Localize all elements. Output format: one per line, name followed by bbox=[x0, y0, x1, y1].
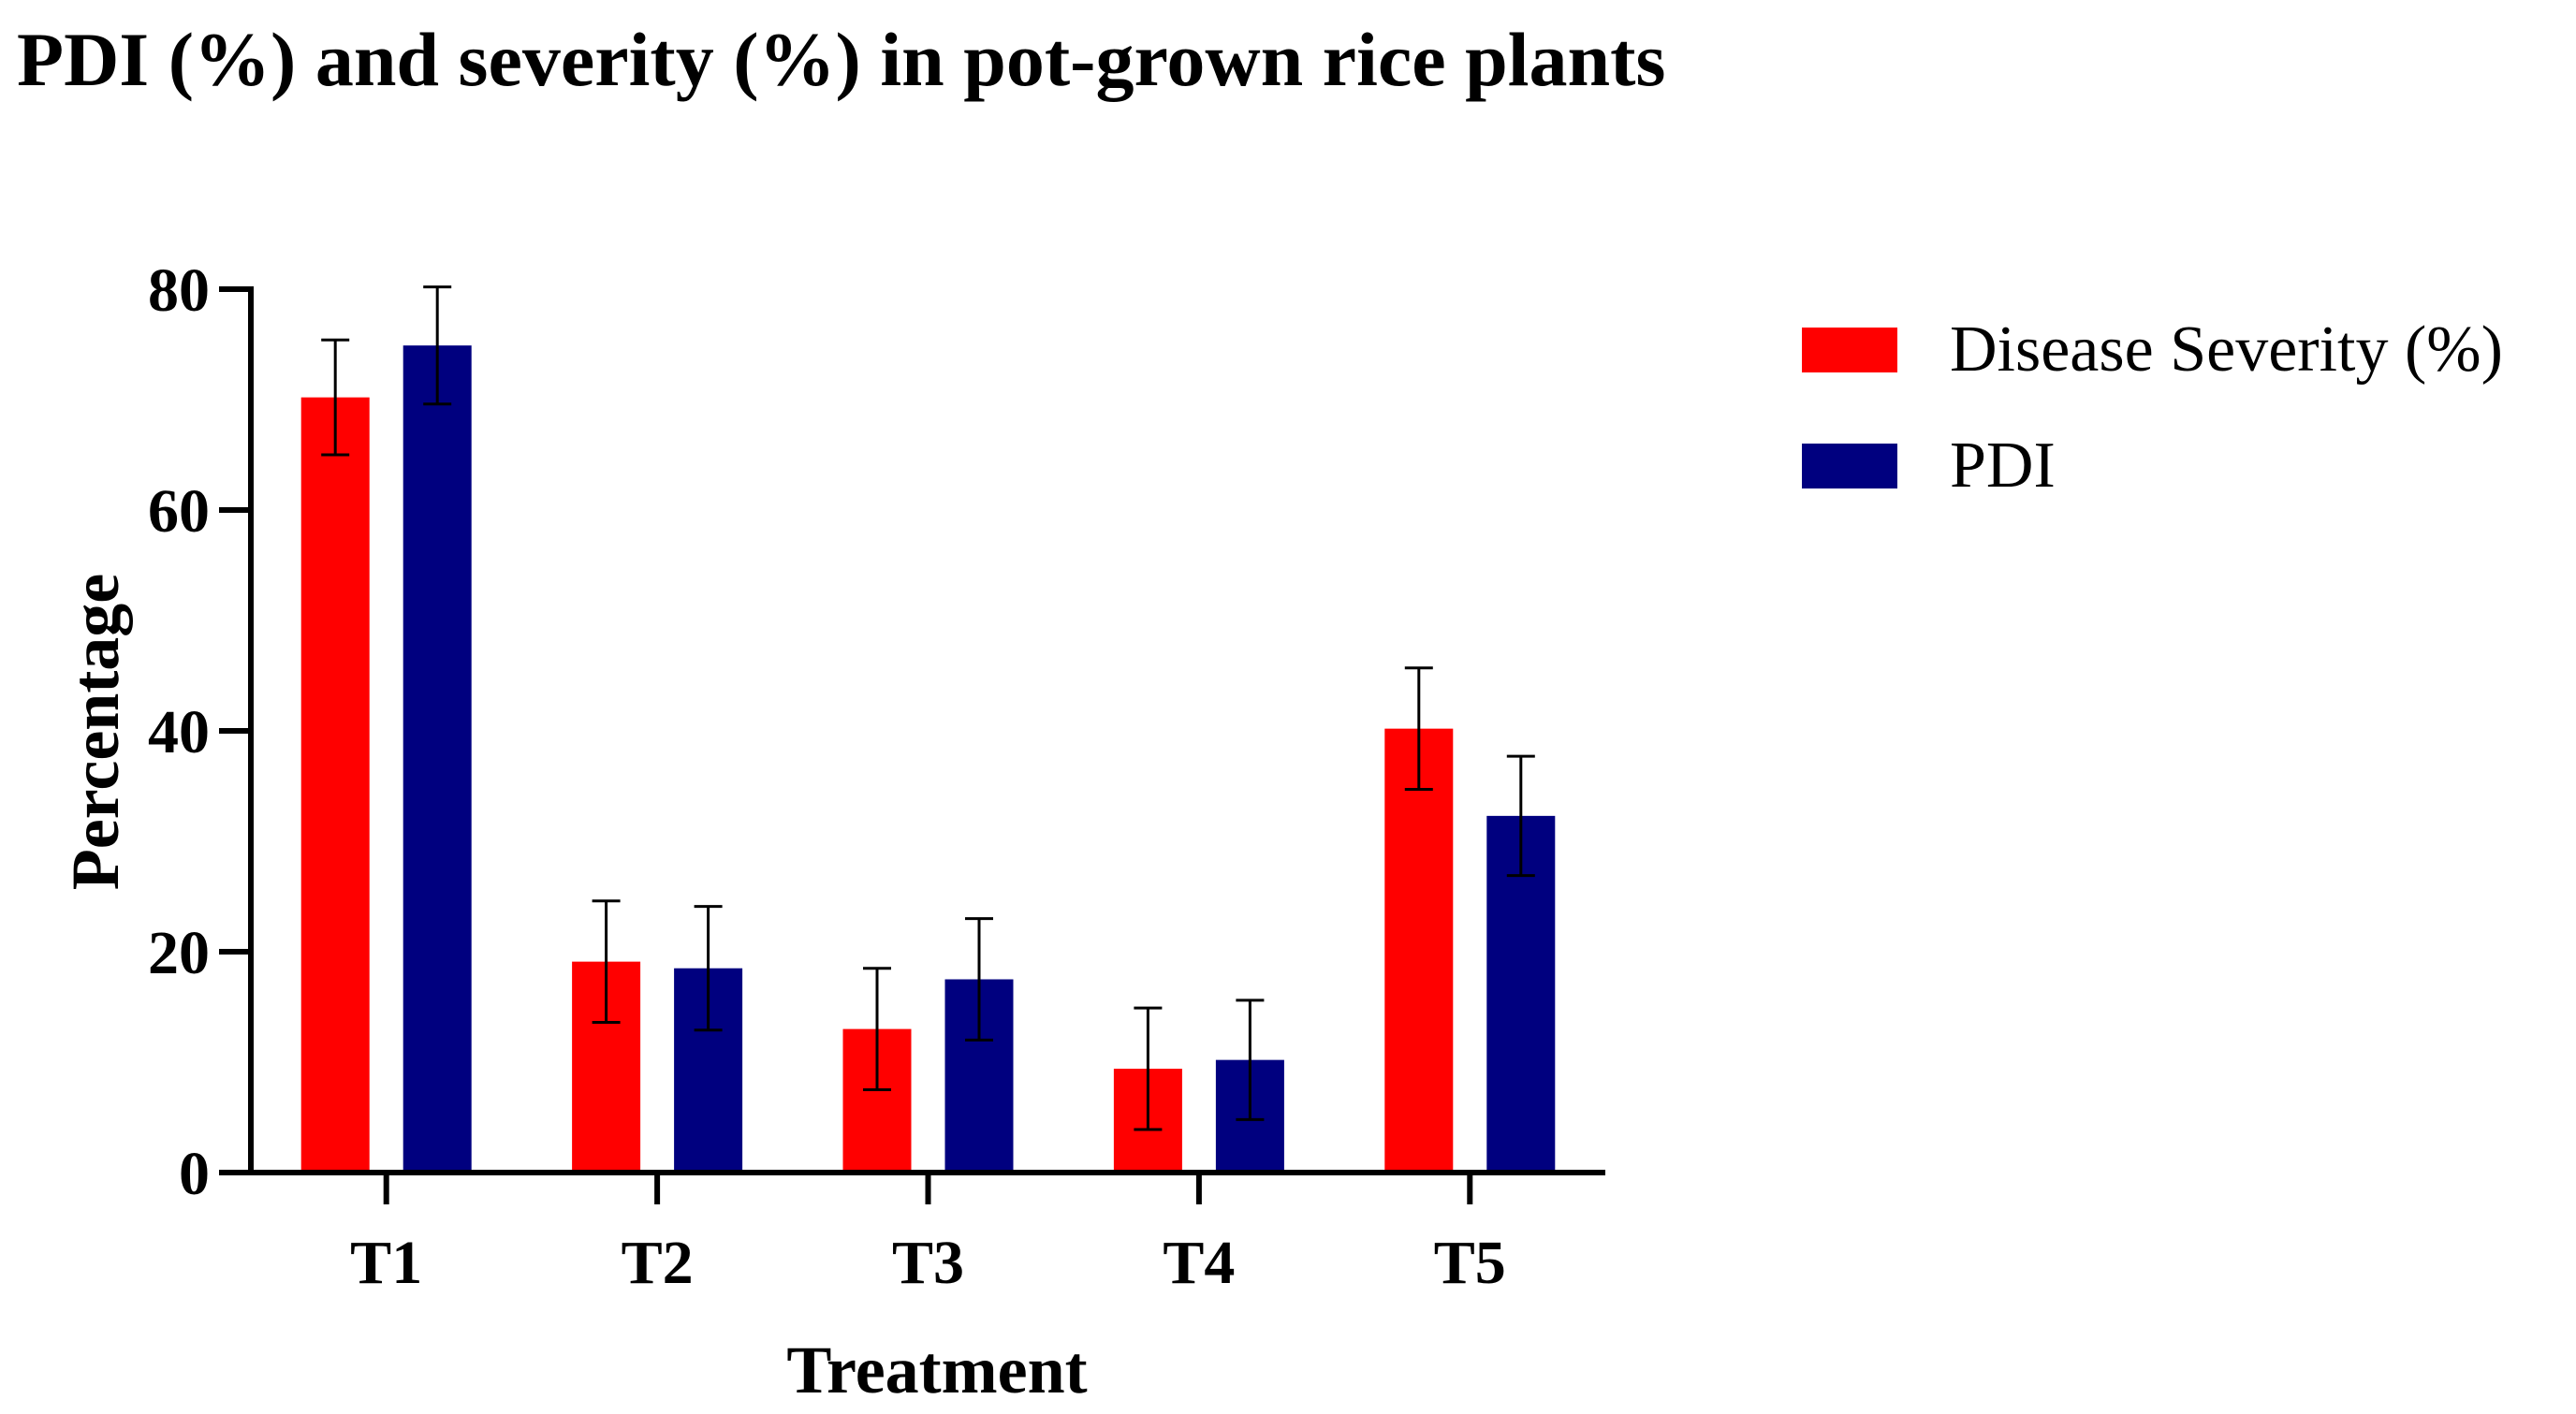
y-axis-title: Percentage bbox=[58, 574, 133, 890]
x-tick-label-t5: T5 bbox=[1434, 1229, 1506, 1297]
legend: Disease Severity (%) PDI bbox=[1802, 313, 2503, 502]
bar-t1-series-1 bbox=[300, 397, 370, 1173]
bar-t1-series-2 bbox=[402, 345, 472, 1173]
bar-t5-series-1 bbox=[1384, 728, 1454, 1173]
x-tick-label-t2: T2 bbox=[622, 1229, 694, 1297]
error-bars-layer bbox=[321, 285, 1535, 1131]
x-tick-label-t3: T3 bbox=[892, 1229, 964, 1297]
y-tick-label-40: 40 bbox=[148, 698, 210, 766]
axes-layer bbox=[219, 286, 1605, 1204]
chart-title: PDI (%) and severity (%) in pot-grown ri… bbox=[17, 17, 1666, 102]
y-tick-label-80: 80 bbox=[148, 256, 210, 325]
legend-swatch-2 bbox=[1802, 444, 1897, 488]
y-tick-label-0: 0 bbox=[179, 1140, 210, 1208]
x-tick-label-t1: T1 bbox=[350, 1229, 422, 1297]
legend-label-1: Disease Severity (%) bbox=[1950, 313, 2503, 386]
x-axis-title: Treatment bbox=[786, 1333, 1087, 1407]
legend-label-2: PDI bbox=[1950, 430, 2056, 502]
x-tick-label-t4: T4 bbox=[1163, 1229, 1235, 1297]
y-tick-label-20: 20 bbox=[148, 919, 210, 987]
legend-swatch-1 bbox=[1802, 328, 1897, 372]
bars-layer bbox=[300, 345, 1556, 1173]
y-tick-label-60: 60 bbox=[148, 477, 210, 546]
tick-labels-layer: T1 T2 T3 T4 T5 0 20 40 60 80 bbox=[148, 256, 1506, 1297]
